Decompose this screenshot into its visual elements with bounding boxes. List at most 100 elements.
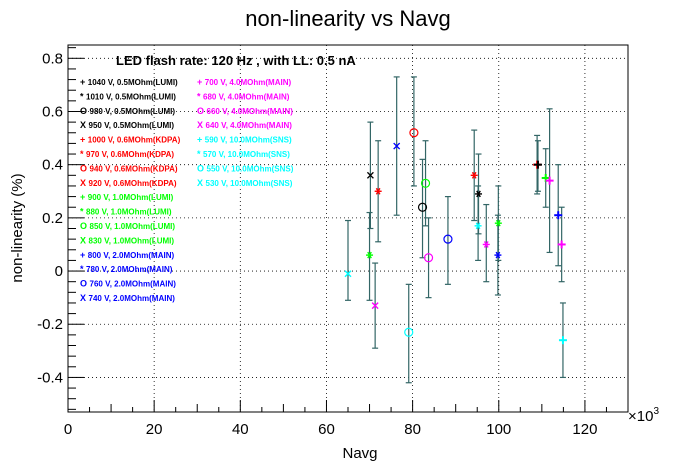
legend-label: 970 V, 0.6MOhm(KDPA) — [86, 150, 174, 159]
legend-entry: O 850 V, 1.0MOhm(LUMI) — [80, 221, 175, 231]
star-marker — [471, 171, 477, 179]
data-point — [409, 128, 419, 138]
legend-marker: * — [80, 264, 86, 274]
legend-marker: X — [197, 178, 206, 188]
circle-marker — [409, 128, 419, 138]
flash-rate-annotation: LED flash rate: 120 Hz , with LL: 0.5 nA — [116, 53, 356, 68]
data-point — [366, 171, 374, 179]
legend-label: 940 V, 0.6MOhm(KDPA) — [90, 164, 178, 173]
legend-label: 640 V, 4.0MOhm(MAIN) — [206, 121, 293, 130]
legend-marker: O — [197, 106, 207, 116]
data-point — [482, 241, 490, 248]
legend-marker: * — [80, 91, 86, 101]
legend-label: 660 V, 4.0MOhm(MAIN) — [207, 107, 294, 116]
data-point — [533, 160, 542, 169]
legend-marker: + — [80, 77, 88, 87]
legend-label: 590 V, 10.0MOhm(SNS) — [205, 136, 292, 145]
star-marker — [483, 241, 489, 248]
legend-marker: * — [80, 207, 86, 217]
data-point — [423, 253, 434, 263]
circle-marker — [443, 234, 453, 244]
star-marker — [367, 251, 372, 259]
legend-marker: * — [197, 149, 203, 159]
cross-marker — [393, 142, 401, 150]
chart-title: non-linearity vs Navg — [245, 6, 450, 31]
legend-label: 700 V, 4.0MOhm(MAIN) — [205, 78, 292, 87]
legend-entry: * 1010 V, 0.5MOhm(LUMI) — [80, 91, 176, 101]
x-tick-label: 20 — [146, 421, 163, 438]
x-axis-exponent-power: 3 — [653, 406, 659, 417]
data-point — [557, 240, 566, 249]
star-marker — [475, 222, 481, 230]
legend-marker: O — [197, 163, 207, 173]
data-point — [417, 202, 428, 212]
data-point — [554, 211, 563, 220]
y-tick-label: 0.2 — [42, 210, 63, 227]
legend-marker: X — [197, 120, 206, 130]
data-point — [393, 142, 401, 150]
star-marker — [476, 190, 481, 198]
legend-label: 920 V, 0.6MOhm(KDPA) — [89, 179, 177, 188]
legend-marker: + — [197, 135, 205, 145]
legend-entry: * 570 V, 10.0MOhm(SNS) — [197, 149, 290, 159]
circle-marker — [423, 253, 434, 263]
data-point — [475, 190, 483, 198]
legend-label: 1010 V, 0.5MOhm(LUMI) — [86, 92, 176, 101]
data-point — [374, 187, 382, 195]
x-tick-label: 40 — [232, 421, 249, 438]
legend-entry: X 830 V, 1.0MOhm(LUMI) — [80, 235, 174, 245]
x-axis-exponent: ×103 — [628, 406, 659, 425]
legend-marker: O — [80, 106, 90, 116]
legend-label: 780 V, 2.0MOhm(MAIN) — [86, 265, 173, 274]
legend-label: 740 V, 2.0MOhm(MAIN) — [89, 294, 176, 303]
star-marker — [495, 251, 501, 259]
legend-label: 850 V, 1.0MOhm(LUMI) — [90, 222, 176, 231]
star-marker — [495, 219, 501, 227]
cross-marker — [371, 302, 379, 310]
circle-marker — [417, 202, 428, 212]
data-point — [545, 176, 554, 185]
data-point — [494, 251, 502, 259]
cross-marker — [366, 171, 374, 179]
legend: + 1040 V, 0.5MOhm(LUMI)* 1010 V, 0.5MOhm… — [80, 77, 294, 303]
data-markers — [344, 128, 567, 345]
legend-entry: + 1040 V, 0.5MOhm(LUMI) — [80, 77, 178, 87]
legend-label: 1040 V, 0.5MOhm(LUMI) — [88, 78, 178, 87]
x-tick-label: 80 — [404, 421, 421, 438]
circle-marker — [420, 178, 431, 188]
star-marker — [375, 187, 381, 195]
y-tick-label: 0.8 — [42, 50, 63, 67]
legend-label: 950 V, 0.5MOhm(LUMI) — [89, 121, 175, 130]
legend-marker: X — [80, 293, 89, 303]
legend-marker: X — [80, 235, 89, 245]
y-tick-label: 0.4 — [42, 157, 63, 174]
legend-marker: * — [197, 91, 203, 101]
legend-entry: + 700 V, 4.0MOhm(MAIN) — [197, 77, 291, 87]
legend-entry: * 680 V, 4.0MOhm(MAIN) — [197, 91, 290, 101]
data-point — [558, 336, 567, 345]
legend-label: 680 V, 4.0MOhm(MAIN) — [203, 92, 290, 101]
legend-marker: * — [80, 149, 86, 159]
legend-entry: O 760 V, 2.0MOhm(MAIN) — [80, 279, 176, 289]
legend-marker: + — [80, 250, 88, 260]
tick-labels: 0 20 40 60 80 100 120 -0.4 -0.2 0 0.2 0.4 0.6 0.8 — [37, 50, 597, 438]
legend-label: 830 V, 1.0MOhm(LUMI) — [89, 236, 175, 245]
y-tick-label: 0.6 — [42, 103, 63, 120]
data-point — [420, 178, 431, 188]
data-point — [443, 234, 453, 244]
data-point — [494, 219, 502, 227]
legend-entry: X 740 V, 2.0MOhm(MAIN) — [80, 293, 175, 303]
legend-label: 760 V, 2.0MOhm(MAIN) — [90, 280, 177, 289]
legend-entry: X 530 V, 10.0MOhm(SNS) — [197, 178, 293, 188]
x-axis-label: Navg — [342, 445, 377, 462]
data-point — [371, 302, 379, 310]
legend-marker: X — [80, 120, 89, 130]
data-point — [344, 270, 352, 278]
y-tick-label: 0 — [55, 263, 63, 280]
legend-entry: + 1000 V, 0.6MOhm(KDPA) — [80, 135, 181, 145]
x-tick-label: 120 — [572, 421, 597, 438]
legend-entry: O 660 V, 4.0MOhm(MAIN) — [197, 106, 293, 116]
cross-marker — [344, 270, 352, 278]
legend-entry: X 640 V, 4.0MOhm(MAIN) — [197, 120, 292, 130]
legend-marker: O — [80, 163, 90, 173]
